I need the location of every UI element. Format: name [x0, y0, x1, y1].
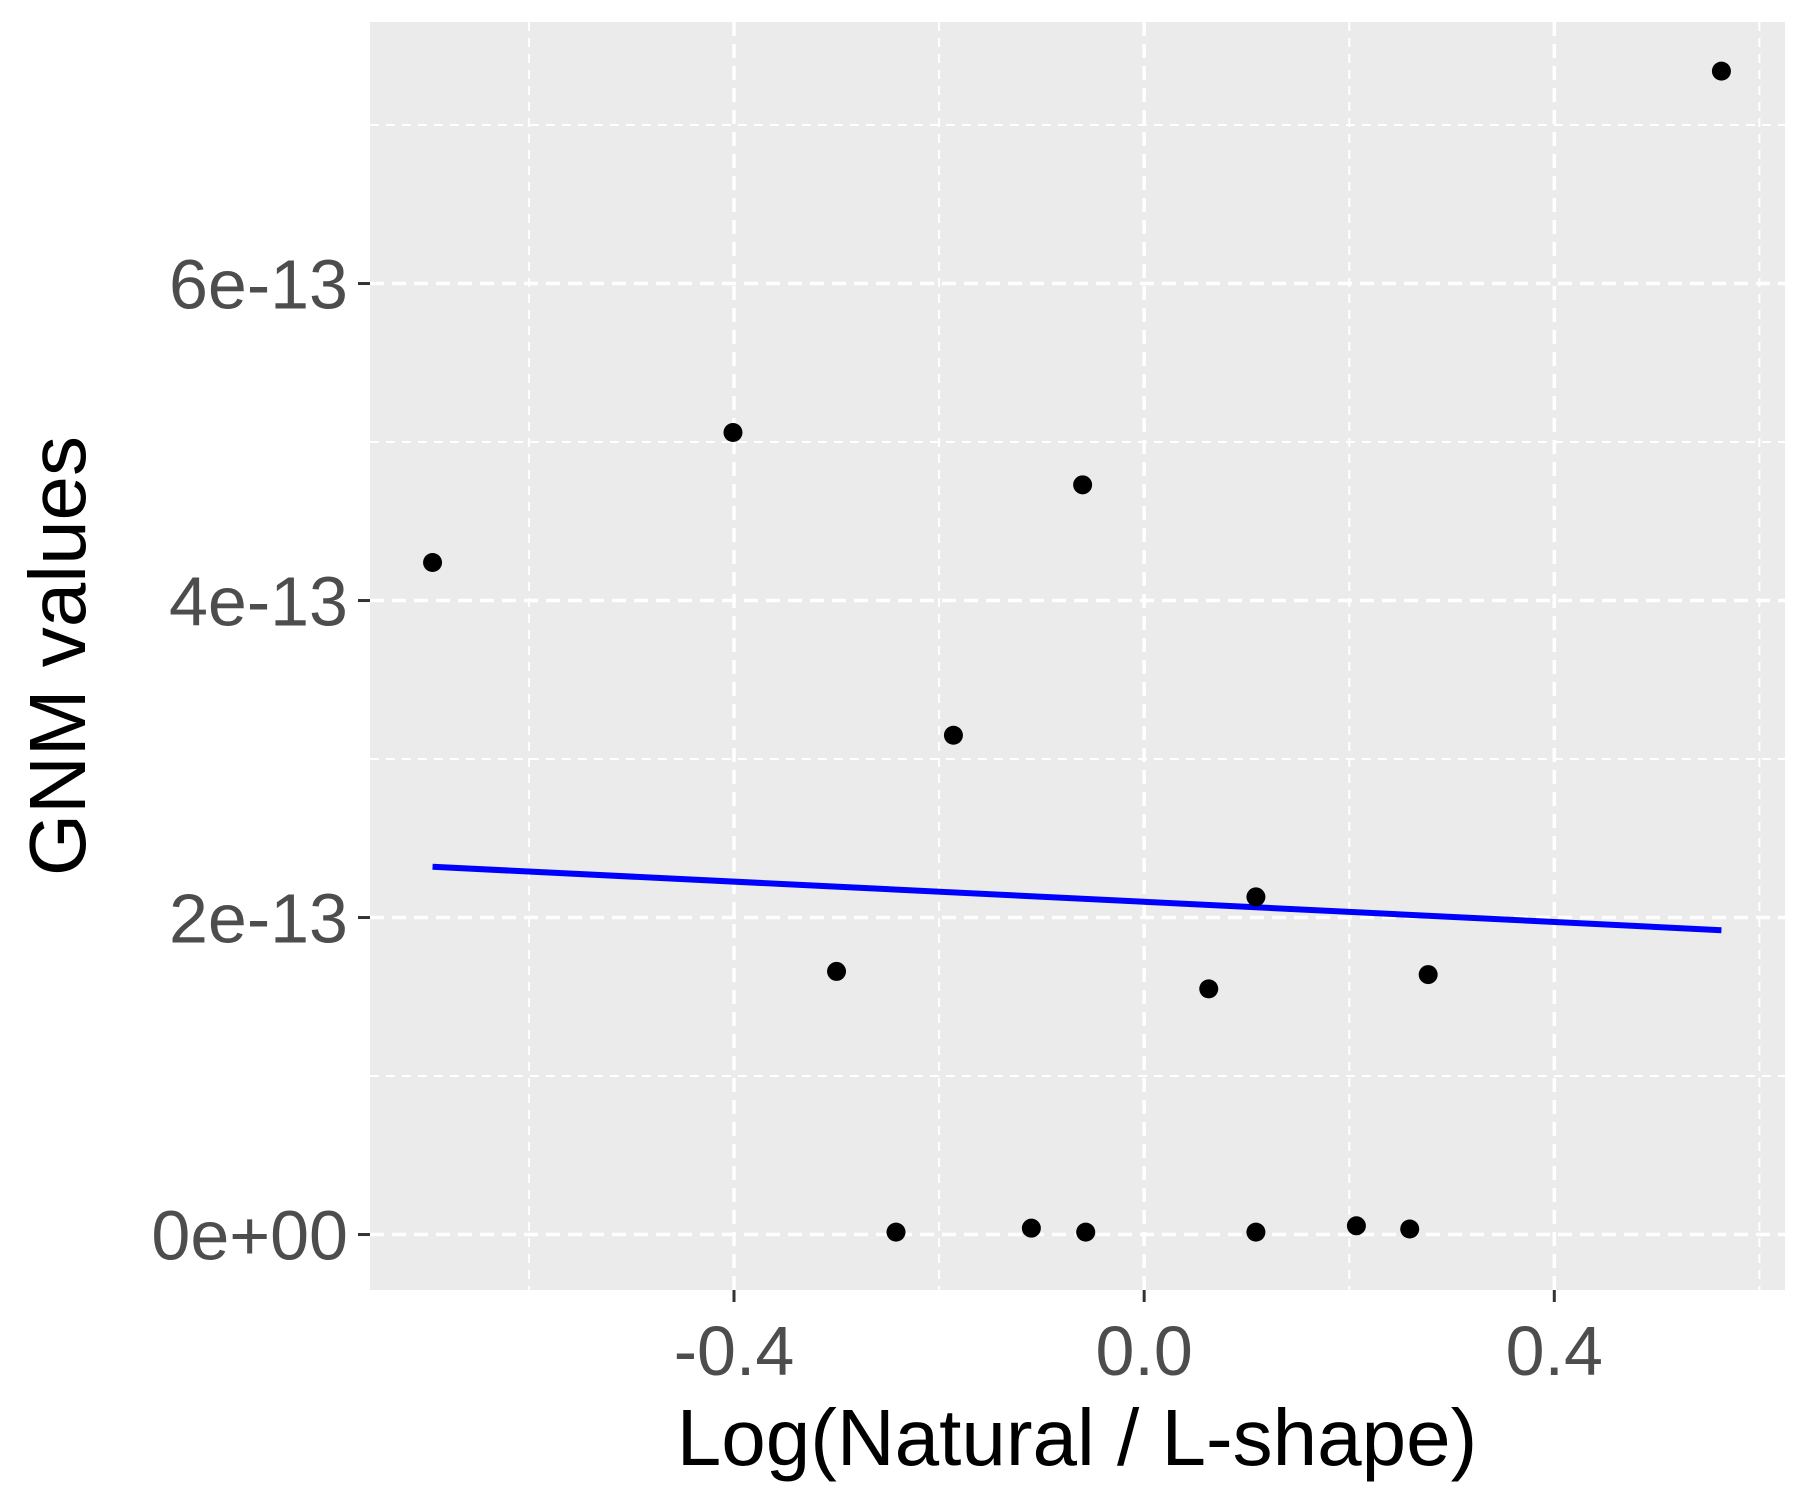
y-tick-label: 6e-13	[169, 246, 348, 324]
data-point	[1418, 965, 1438, 985]
data-point	[1021, 1218, 1041, 1238]
x-tick-label: -0.4	[674, 1312, 795, 1390]
data-point	[723, 423, 743, 443]
x-axis-title: Log(Natural / L-shape)	[677, 1393, 1477, 1482]
data-point	[1246, 887, 1266, 907]
y-tick-label: 0e+00	[151, 1197, 348, 1275]
data-point	[1199, 979, 1219, 999]
data-point	[886, 1222, 906, 1242]
data-points	[423, 61, 1731, 1242]
y-tick-label: 4e-13	[169, 563, 348, 641]
x-tick-label: 0.4	[1506, 1312, 1603, 1390]
plot-panel	[370, 22, 1785, 1290]
fit-line-group	[432, 863, 1722, 934]
data-point	[423, 552, 443, 572]
y-axis-title: GNM values	[13, 436, 102, 876]
axis-ticks	[358, 282, 1556, 1302]
regression-line	[432, 863, 1722, 934]
data-point	[1246, 1222, 1266, 1242]
x-tick-label: 0.0	[1095, 1312, 1192, 1390]
data-point	[943, 725, 963, 745]
data-point	[827, 961, 847, 981]
tick-labels: -0.4 0.0 0.4 0e+00 2e-13 4e-13 6e-13	[151, 246, 1603, 1390]
data-point	[1076, 1222, 1096, 1242]
y-tick-label: 2e-13	[169, 880, 348, 958]
data-point	[1346, 1216, 1366, 1236]
data-point	[1400, 1219, 1420, 1239]
data-point	[1711, 61, 1731, 81]
data-point	[1073, 475, 1093, 495]
